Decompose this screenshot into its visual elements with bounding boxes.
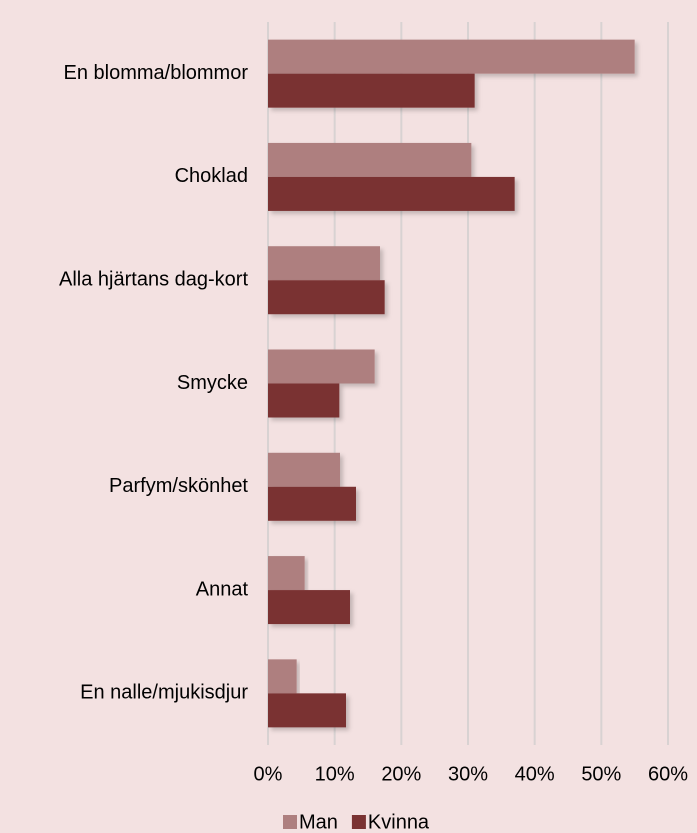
bar bbox=[268, 693, 346, 728]
y-tick-label: Smycke bbox=[177, 372, 248, 394]
y-tick-label: Choklad bbox=[175, 165, 248, 187]
y-tick-label: Alla hjärtans dag-kort bbox=[59, 268, 248, 290]
x-tick-label: 20% bbox=[381, 763, 421, 785]
bar bbox=[268, 142, 472, 177]
legend-swatch bbox=[351, 815, 366, 829]
bar bbox=[268, 246, 380, 281]
x-tick-label: 30% bbox=[448, 763, 488, 785]
bar bbox=[268, 556, 305, 591]
bar bbox=[268, 39, 635, 74]
y-tick-label: En nalle/mjukisdjur bbox=[80, 682, 248, 704]
legend-swatch bbox=[283, 815, 297, 829]
bar bbox=[268, 280, 385, 315]
bar bbox=[268, 590, 350, 625]
y-tick-label: En blomma/blommor bbox=[63, 62, 248, 84]
bar bbox=[268, 452, 340, 487]
legend-label: Kvinna bbox=[368, 811, 430, 833]
x-tick-label: 60% bbox=[648, 763, 688, 785]
y-tick-label: Parfym/skönhet bbox=[109, 475, 248, 497]
legend-label: Man bbox=[299, 811, 338, 833]
bar bbox=[268, 176, 515, 211]
x-tick-label: 0% bbox=[254, 763, 283, 785]
bar bbox=[268, 73, 475, 108]
x-tick-label: 10% bbox=[315, 763, 355, 785]
bar bbox=[268, 383, 340, 418]
y-tick-label: Annat bbox=[196, 578, 249, 600]
x-tick-label: 40% bbox=[515, 763, 555, 785]
bar bbox=[268, 349, 375, 384]
x-tick-label: 50% bbox=[581, 763, 621, 785]
bar bbox=[268, 659, 297, 694]
bar bbox=[268, 486, 356, 521]
